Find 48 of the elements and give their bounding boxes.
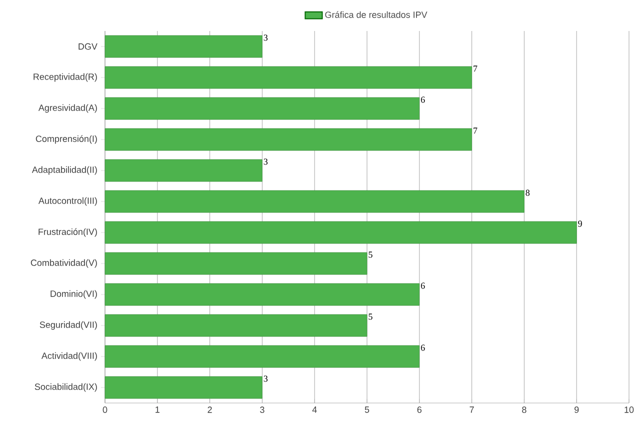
y-tick-label: Comprensión(I) [36, 135, 97, 144]
y-tick-label: Receptividad(R) [34, 73, 97, 82]
bar [104, 252, 368, 275]
legend-label: Gráfica de resultados IPV [325, 11, 428, 18]
bar [104, 190, 524, 213]
y-tick-label: Frustración(IV) [38, 228, 97, 237]
data-label: 5 [368, 314, 372, 320]
x-tick-label: 2 [208, 406, 212, 413]
y-tick-label: Autocontrol(III) [38, 197, 97, 206]
bar [104, 128, 472, 151]
x-tick-label: 8 [522, 406, 526, 413]
data-label: 6 [420, 344, 425, 351]
x-tick-label: 10 [624, 406, 634, 413]
y-tick-label: Agresividad(A) [38, 104, 97, 113]
bar [104, 283, 420, 306]
data-label: 7 [474, 128, 478, 134]
data-label: 6 [420, 282, 425, 289]
x-tick-label: 1 [156, 406, 160, 413]
bar [104, 345, 420, 368]
x-tick-label: 5 [364, 406, 370, 413]
x-tick-label: 4 [312, 406, 317, 413]
x-tick-label: 6 [417, 406, 422, 413]
data-label: 9 [578, 220, 582, 227]
y-tick-label: Sociabilidad(IX) [34, 383, 97, 392]
data-label: 5 [368, 252, 372, 258]
y-tick-label: Seguridad(VII) [40, 321, 97, 330]
y-tick-label: DGV [78, 43, 98, 50]
data-label: 7 [474, 66, 478, 72]
data-label: 3 [264, 158, 268, 165]
x-tick-label: 3 [260, 406, 264, 413]
y-tick-label: Adaptabilidad(II) [32, 166, 97, 175]
y-tick-label: Combatividad(V) [30, 259, 97, 268]
bar [104, 97, 420, 120]
bar [104, 66, 472, 89]
x-tick-label: 7 [470, 406, 474, 413]
bar [104, 35, 262, 58]
bar [104, 159, 262, 182]
data-label: 3 [264, 376, 268, 382]
data-label: 6 [420, 96, 425, 103]
y-tick-label: Actividad(VIII) [41, 352, 97, 361]
bar [104, 221, 577, 244]
bar [104, 376, 262, 399]
bar [104, 314, 368, 337]
x-tick-label: 0 [102, 406, 108, 413]
y-tick-label: Dominio(VI) [50, 290, 97, 299]
x-tick-label: 9 [574, 406, 579, 413]
data-label: 3 [264, 34, 268, 41]
data-label: 8 [526, 190, 530, 196]
